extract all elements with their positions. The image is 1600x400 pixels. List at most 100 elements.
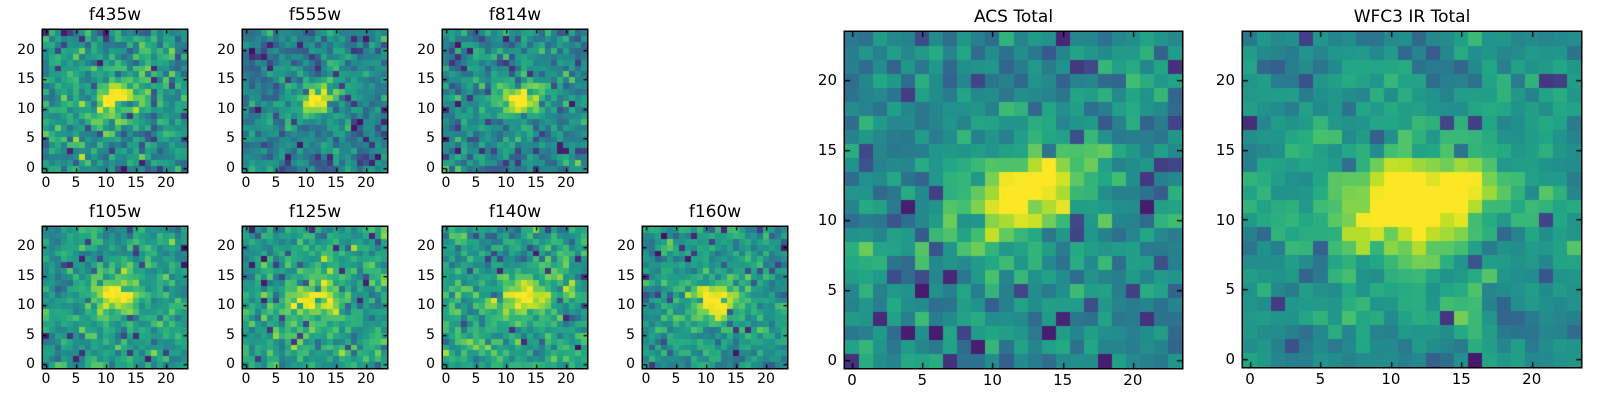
x-tick-label: 0 [441, 371, 451, 387]
x-tick-label: 20 [157, 175, 175, 191]
x-tick-label: 20 [157, 371, 175, 387]
x-tick-label: 5 [1315, 370, 1326, 388]
panel-title-f105w: f105w [88, 202, 142, 222]
panel-f435w: f435w 0 5 10 15 20 0 5 10 15 20 [17, 5, 187, 191]
x-tick-label: 0 [847, 371, 857, 389]
y-tick-label: 10 [817, 211, 837, 230]
y-tick-label: 10 [17, 297, 35, 314]
y-tick-label: 20 [1215, 71, 1235, 90]
x-tick-label: 15 [327, 175, 345, 191]
x-tick-label: 15 [527, 371, 545, 387]
x-tick-label: 15 [127, 371, 145, 387]
y-tick-label: 5 [626, 326, 635, 343]
heatmap-canvas [43, 227, 187, 368]
y-tick-label: 15 [617, 267, 635, 284]
y-tick-label: 0 [426, 355, 435, 372]
x-tick-label: 10 [497, 175, 515, 191]
y-tick-label: 15 [17, 267, 35, 284]
panel-f140w: f140w 0 5 10 15 20 0 5 10 15 20 [417, 202, 587, 387]
plot-area [845, 32, 1182, 368]
panel-f555w: f555w 0 5 10 15 20 0 5 10 15 20 [217, 5, 387, 191]
x-tick-label: 15 [327, 371, 345, 387]
plot-area [243, 227, 387, 368]
x-tick-label: 15 [527, 175, 545, 191]
plot-area [43, 30, 187, 172]
y-tick-label: 0 [26, 159, 35, 176]
x-tick-label: 10 [1381, 370, 1401, 388]
x-tick-label: 5 [71, 371, 81, 387]
x-tick-label: 5 [917, 371, 927, 389]
y-tick-label: 0 [626, 355, 635, 372]
x-tick-label: 10 [697, 371, 715, 387]
y-tick-label: 0 [226, 355, 235, 372]
y-tick-label: 15 [17, 71, 35, 88]
x-tick-label: 0 [41, 371, 51, 387]
y-tick-label: 10 [217, 297, 235, 314]
x-tick-label: 0 [241, 371, 251, 387]
heatmap-canvas [845, 32, 1182, 368]
y-tick-label: 10 [617, 297, 635, 314]
panel-f160w: f160w 0 5 10 15 20 0 5 10 15 20 [617, 202, 787, 387]
y-tick-label: 20 [17, 238, 35, 255]
y-tick-label: 5 [426, 326, 435, 343]
y-tick-label: 15 [817, 141, 837, 160]
x-tick-label: 10 [982, 371, 1002, 389]
heatmap-canvas [443, 227, 587, 368]
x-tick-label: 10 [97, 175, 115, 191]
panel-acs-total: ACS Total 0 5 10 15 20 0 5 10 15 20 [818, 7, 1182, 389]
x-tick-label: 15 [727, 371, 745, 387]
panel-wfc3-ir-total: WFC3 IR Total 0 5 10 15 20 0 5 10 15 20 [1216, 7, 1581, 388]
x-tick-label: 0 [241, 175, 251, 191]
heatmap-canvas [243, 30, 387, 172]
panel-title-f140w: f140w [488, 202, 542, 222]
x-tick-label: 15 [127, 175, 145, 191]
x-tick-label: 20 [1522, 370, 1542, 388]
y-tick-label: 10 [417, 100, 435, 117]
panel-f125w: f125w 0 5 10 15 20 0 5 10 15 20 [217, 202, 387, 387]
panel-title-acs-total: ACS Total [973, 7, 1054, 27]
panel-title-f125w: f125w [288, 202, 342, 222]
x-tick-label: 20 [357, 175, 375, 191]
x-tick-label: 10 [297, 371, 315, 387]
x-tick-label: 5 [271, 371, 281, 387]
y-tick-label: 20 [17, 41, 35, 58]
y-tick-label: 20 [217, 41, 235, 58]
y-tick-label: 15 [417, 71, 435, 88]
plot-area [43, 227, 187, 368]
x-tick-label: 10 [297, 175, 315, 191]
y-tick-label: 5 [226, 130, 235, 147]
plot-area [243, 30, 387, 172]
x-tick-label: 0 [41, 175, 51, 191]
y-tick-label: 15 [1215, 140, 1235, 159]
y-tick-label: 5 [26, 130, 35, 147]
y-tick-label: 0 [827, 351, 837, 370]
panel-title-f160w: f160w [688, 202, 742, 222]
heatmap-canvas [43, 30, 187, 172]
y-tick-label: 15 [417, 267, 435, 284]
y-tick-label: 0 [426, 159, 435, 176]
panel-f105w: f105w 0 5 10 15 20 0 5 10 15 20 [17, 202, 187, 387]
x-tick-label: 20 [557, 175, 575, 191]
x-tick-label: 20 [757, 371, 775, 387]
x-tick-label: 20 [1123, 371, 1143, 389]
x-tick-label: 0 [641, 371, 651, 387]
y-tick-label: 15 [217, 71, 235, 88]
panel-title-f435w: f435w [88, 5, 142, 25]
y-tick-label: 10 [417, 297, 435, 314]
heatmap-canvas [243, 227, 387, 368]
y-tick-label: 0 [1225, 350, 1235, 369]
panel-title-wfc3-ir-total: WFC3 IR Total [1353, 7, 1471, 27]
x-tick-label: 5 [671, 371, 681, 387]
heatmap-canvas [643, 227, 787, 368]
heatmap-canvas [443, 30, 587, 172]
y-tick-label: 5 [226, 326, 235, 343]
y-tick-label: 20 [417, 238, 435, 255]
plot-area [443, 227, 587, 368]
y-tick-label: 20 [217, 238, 235, 255]
plot-area [443, 30, 587, 172]
x-tick-label: 5 [271, 175, 281, 191]
heatmap-canvas [1243, 32, 1581, 367]
x-tick-label: 5 [71, 175, 81, 191]
panel-f814w: f814w 0 5 10 15 20 0 5 10 15 20 [417, 5, 587, 191]
x-tick-label: 0 [441, 175, 451, 191]
